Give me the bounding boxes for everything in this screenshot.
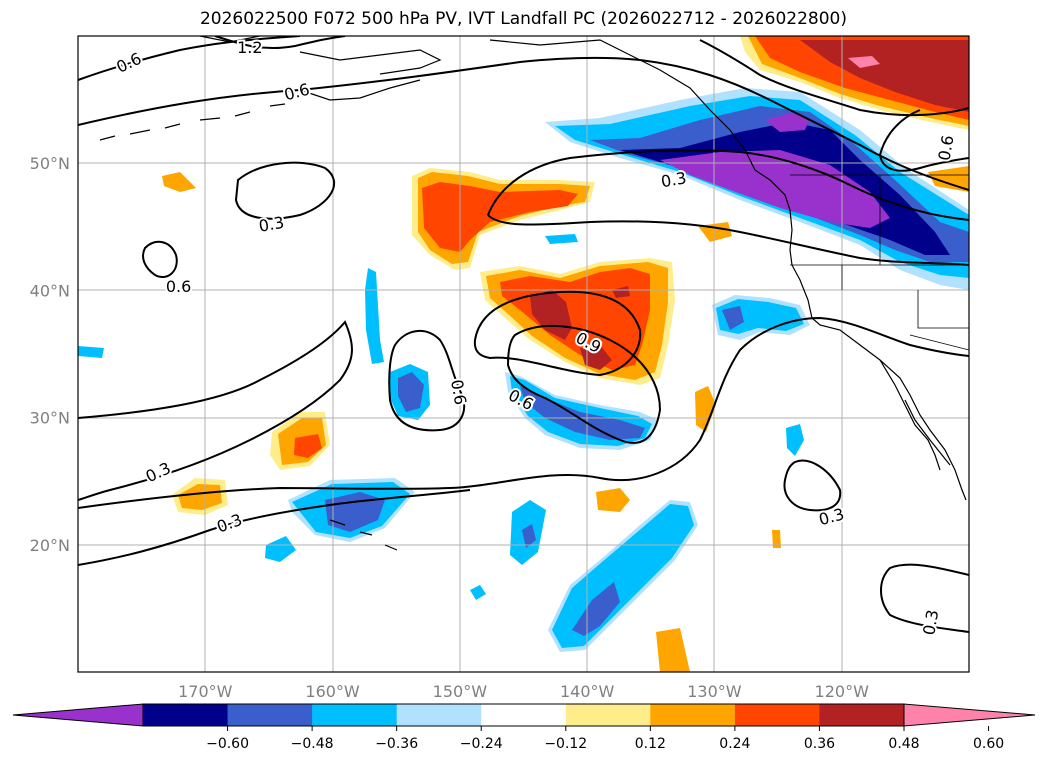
contour-pv	[699, 39, 969, 117]
colorbar-tick-label: 0.12	[635, 736, 666, 752]
bc-coast	[754, 169, 967, 501]
colorbar-tick-label: 0.36	[804, 736, 835, 752]
longitude-labels: 170°W 160°W 150°W 140°W 130°W 120°W	[178, 682, 869, 701]
contour-label: 0.6	[166, 277, 191, 296]
map-frame	[77, 35, 970, 673]
positive-anomaly-east	[928, 166, 969, 192]
contour-pv	[78, 320, 353, 501]
positive-anomaly-48n-west	[162, 172, 196, 192]
colorbar-tick-label: 0.60	[973, 736, 1004, 752]
lat-tick-label: 30°N	[30, 409, 70, 428]
contour-pv	[487, 214, 969, 266]
contour-pv	[388, 330, 466, 432]
positive-anomaly-30n	[695, 386, 716, 432]
contour-pv	[487, 149, 969, 221]
contour-pv	[78, 36, 301, 81]
lon-tick-label: 160°W	[305, 682, 360, 701]
latitude-labels: 50°N 40°N 30°N 20°N	[30, 154, 70, 555]
lat-tick-label: 50°N	[30, 154, 70, 173]
colorbar-segment	[819, 704, 905, 726]
positive-anomaly-38n	[580, 345, 612, 370]
contour-pv	[234, 161, 336, 220]
positive-anomaly-38n	[530, 290, 572, 340]
colorbar-tick-label: 0.48	[888, 736, 919, 752]
negative-anomaly-northeast	[765, 113, 810, 132]
colorbar-segment	[565, 704, 651, 726]
contour-label: 0.3	[660, 168, 688, 191]
negative-anomaly-15n	[572, 582, 620, 636]
pv-contours	[78, 36, 969, 633]
lon-tick-label: 170°W	[178, 682, 233, 701]
negative-anomaly-32n	[398, 372, 424, 412]
map-title: 2026022500 F072 500 hPa PV, IVT Landfall…	[199, 9, 847, 29]
contour-pv	[506, 325, 662, 444]
aleutians	[99, 103, 286, 141]
colorbar-segment	[650, 704, 736, 726]
gridlines	[78, 36, 969, 672]
contour-pv	[142, 240, 178, 278]
contour-pv	[78, 316, 969, 509]
hawaii	[329, 519, 398, 551]
contour-pv	[214, 36, 346, 50]
lon-tick-label: 120°W	[815, 682, 870, 701]
negative-anomaly-35n-edge	[78, 346, 104, 358]
positive-anomaly-24n-west	[178, 484, 222, 510]
negative-anomaly-37n	[722, 306, 744, 330]
colorbar: −0.60 −0.48 −0.36 −0.24 −0.12 0.12 0.24 0.36 0.4…	[12, 703, 1036, 752]
positive-anomaly-gulf-alaska	[848, 56, 880, 68]
colorbar-frame	[142, 703, 905, 727]
lon-tick-label: 140°W	[560, 682, 615, 701]
negative-anomaly-27n	[786, 424, 804, 456]
contour-pv	[880, 563, 969, 633]
colorbar-segment	[396, 704, 482, 726]
colorbar-segment	[312, 704, 398, 726]
colorbar-segment	[481, 704, 567, 726]
negative-anomaly-22n	[325, 492, 385, 532]
negative-anomaly-19n	[265, 536, 296, 562]
colorbar-tick-label: −0.36	[375, 736, 418, 752]
contour-pv	[78, 56, 969, 191]
lat-tick-label: 20°N	[30, 536, 70, 555]
colorbar-extend-low	[12, 703, 144, 727]
positive-anomaly-23n	[596, 488, 630, 512]
positive-anomaly-29n	[294, 434, 322, 458]
shading-layer	[78, 36, 969, 672]
contour-pv	[783, 459, 842, 512]
negative-anomaly-43n	[545, 234, 578, 244]
contour-label: 0.6	[447, 378, 470, 406]
colorbar-tick-label: −0.60	[206, 736, 249, 752]
colorbar-extend-high	[903, 703, 1036, 727]
baja	[879, 359, 941, 471]
gulf-california-coast	[904, 399, 951, 466]
contour-pv	[78, 489, 471, 566]
colorbar-tick-label: −0.24	[460, 736, 503, 752]
contour-label: 1.2	[237, 38, 262, 57]
positive-anomaly-38n	[612, 286, 630, 298]
negative-anomaly-northeast	[660, 150, 890, 228]
colorbar-tick-label: 0.24	[719, 736, 750, 752]
state-borders	[790, 174, 969, 351]
colorbar-tick-label: −0.12	[544, 736, 587, 752]
lat-tick-label: 40°N	[30, 281, 70, 300]
colorbar-segment	[143, 704, 229, 726]
colorbar-segment	[734, 704, 820, 726]
positive-anomaly-47n	[422, 182, 578, 252]
contour-pv	[473, 290, 642, 377]
positive-anomaly-20n	[772, 530, 781, 548]
positive-anomaly-12n	[656, 628, 690, 672]
lon-tick-label: 130°W	[687, 682, 742, 701]
colorbar-tick-label: −0.48	[291, 736, 334, 752]
contour-pv	[878, 109, 969, 172]
lon-tick-label: 150°W	[433, 682, 488, 701]
negative-anomaly-38n-west	[365, 268, 384, 364]
negative-anomaly-31n	[520, 386, 645, 440]
colorbar-segment	[227, 704, 313, 726]
negative-anomaly-15n-small	[470, 585, 486, 600]
negative-anomaly-21n	[522, 524, 536, 548]
